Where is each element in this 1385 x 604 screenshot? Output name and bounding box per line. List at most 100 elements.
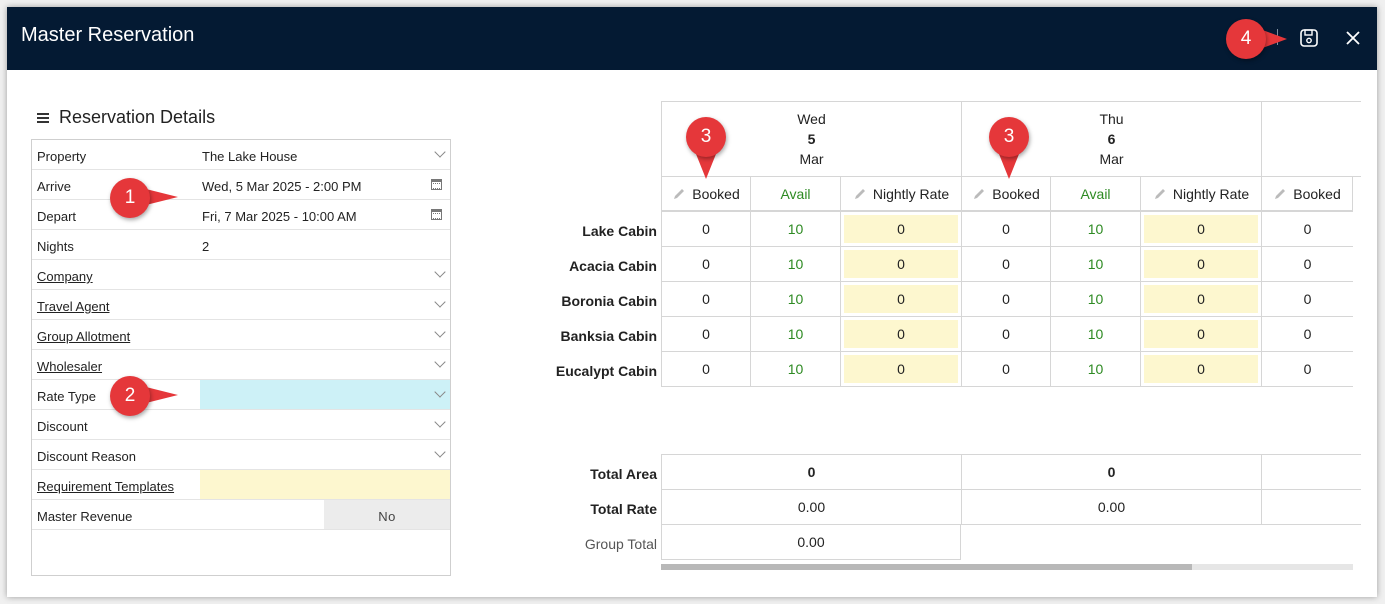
room-name: Eucalypt Cabin (555, 363, 657, 379)
nightly-rate-cell[interactable]: 0 (1140, 351, 1262, 387)
avail-cell: 10 (750, 281, 841, 317)
booked-cell: 0 (1261, 246, 1353, 282)
field-label: Depart (37, 209, 77, 224)
pencil-icon[interactable] (672, 187, 686, 201)
booked-cell: 0 (661, 351, 751, 387)
pencil-icon[interactable] (1273, 187, 1287, 201)
field-value[interactable] (200, 380, 450, 409)
field-label[interactable]: Company (37, 269, 93, 284)
room-name: Acacia Cabin (569, 258, 657, 274)
annotation-arrow (694, 149, 718, 179)
calendar-icon[interactable] (431, 179, 442, 190)
room-name: Boronia Cabin (561, 293, 657, 309)
annotation-badge: 2 (110, 376, 150, 416)
nightly-rate-cell[interactable]: 0 (1140, 316, 1262, 352)
menu-icon[interactable] (37, 111, 49, 125)
field-value-text: Fri, 7 Mar 2025 - 10:00 AM (202, 209, 357, 224)
pencil-icon[interactable] (972, 187, 986, 201)
field-value[interactable]: The Lake House (200, 140, 450, 169)
room-name: Lake Cabin (582, 223, 657, 239)
nightly-rate-cell[interactable]: 0 (840, 351, 962, 387)
column-header-booked[interactable]: Booked (1261, 176, 1353, 211)
title-bar: Master Reservation (7, 7, 1377, 70)
day-dow: Thu (1099, 111, 1124, 127)
field-value[interactable] (200, 290, 450, 319)
avail-cell: 10 (750, 351, 841, 387)
booked-cell: 0 (961, 351, 1051, 387)
nightly-rate-cell[interactable]: 0 (840, 281, 962, 317)
field-value[interactable] (200, 410, 450, 439)
annotation-badge: 1 (110, 178, 150, 218)
field-value[interactable] (200, 440, 450, 469)
nightly-rate-cell[interactable]: 0 (840, 316, 962, 352)
column-header-booked[interactable]: Booked (961, 176, 1051, 211)
field-value-text: The Lake House (202, 149, 298, 164)
total-rate-partial (1261, 489, 1361, 525)
calendar-icon[interactable] (431, 209, 442, 220)
nightly-rate-cell[interactable]: 0 (840, 246, 962, 282)
annotation-arrow (997, 149, 1021, 179)
field-value[interactable]: Wed, 5 Mar 2025 - 2:00 PM (200, 170, 450, 199)
field-label: Nights (37, 239, 74, 254)
field-value-text: Wed, 5 Mar 2025 - 2:00 PM (202, 179, 362, 194)
chevron-down-icon[interactable] (434, 386, 446, 398)
total-rate-value: 0.00 (961, 489, 1262, 525)
horizontal-scrollbar-thumb[interactable] (661, 564, 1192, 570)
pencil-icon[interactable] (853, 187, 867, 201)
field-value[interactable]: Fri, 7 Mar 2025 - 10:00 AM (200, 200, 450, 229)
booked-cell: 0 (1261, 211, 1353, 247)
avail-cell: 10 (750, 316, 841, 352)
column-header-label: Booked (692, 185, 740, 202)
booked-cell: 0 (1261, 316, 1353, 352)
column-header-label: Avail (1080, 185, 1111, 202)
field-value-text: 2 (202, 239, 210, 254)
field-label: Master Revenue (37, 509, 133, 524)
field-value[interactable] (200, 260, 450, 289)
chevron-down-icon[interactable] (434, 146, 446, 158)
avail-cell: 10 (1050, 351, 1141, 387)
field-label: Property (37, 149, 87, 164)
group-total-value: 0.00 (661, 524, 961, 560)
chevron-down-icon[interactable] (434, 416, 446, 428)
chevron-down-icon[interactable] (434, 446, 446, 458)
booked-cell: 0 (961, 211, 1051, 247)
form-row-nights: Nights 2 (32, 230, 450, 260)
column-header-label: Booked (992, 185, 1040, 202)
field-label[interactable]: Travel Agent (37, 299, 110, 314)
save-icon[interactable] (1296, 25, 1322, 51)
nightly-rate-cell[interactable]: 0 (840, 211, 962, 247)
field-value[interactable] (200, 350, 450, 379)
column-header-rate[interactable]: Nightly Rate (840, 176, 962, 211)
nightly-rate-cell[interactable]: 0 (1140, 246, 1262, 282)
field-label[interactable]: Requirement Templates (37, 479, 175, 494)
field-label: Discount (37, 419, 88, 434)
field-label[interactable]: Wholesaler (37, 359, 103, 374)
day-date: 6 (1107, 131, 1116, 147)
booked-cell: 0 (661, 246, 751, 282)
booked-cell: 0 (661, 211, 751, 247)
field-label[interactable]: Group Allotment (37, 329, 131, 344)
day-month: Mar (799, 151, 824, 167)
form-row-group-allotment: Group Allotment (32, 320, 450, 350)
field-value[interactable] (200, 470, 450, 499)
nightly-rate-cell[interactable]: 0 (1140, 281, 1262, 317)
total-rate-label: Total Rate (590, 501, 657, 517)
avail-cell: 10 (750, 211, 841, 247)
booked-cell: 0 (661, 281, 751, 317)
master-revenue-toggle[interactable]: No (324, 500, 450, 529)
avail-cell: 10 (1050, 316, 1141, 352)
avail-cell: 10 (750, 246, 841, 282)
nightly-rate-cell[interactable]: 0 (1140, 211, 1262, 247)
annotation-badge: 3 (989, 117, 1029, 157)
form-row-master-revenue: Master Revenue No (32, 500, 450, 530)
pencil-icon[interactable] (1153, 187, 1167, 201)
close-icon[interactable] (1340, 25, 1366, 51)
booked-cell: 0 (661, 316, 751, 352)
booked-cell: 0 (961, 281, 1051, 317)
reservation-details-header[interactable]: Reservation Details (37, 107, 215, 128)
field-value[interactable] (200, 320, 450, 349)
column-header-rate[interactable]: Nightly Rate (1140, 176, 1262, 211)
column-header-booked[interactable]: Booked (661, 176, 751, 211)
form-row-requirement-templates: Requirement Templates (32, 470, 450, 500)
master-reservation-window: Master Reservation Reservation Details P… (7, 7, 1377, 597)
